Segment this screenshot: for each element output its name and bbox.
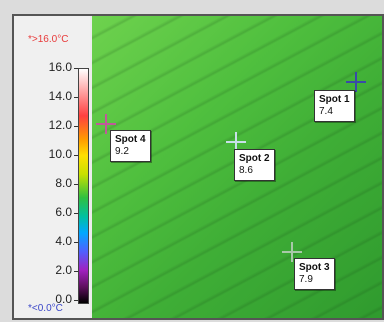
thermal-image: Spot 1 7.4 Spot 2 8.6 Spot 3 7.9 Spot 4 …	[92, 16, 382, 318]
scale-tick-mark	[74, 213, 78, 214]
scale-tick-mark	[74, 68, 78, 69]
spot-3-label: Spot 3 7.9	[294, 258, 335, 290]
scale-tick-label: 12.0	[48, 118, 72, 132]
temperature-colorbar	[78, 68, 89, 304]
spot-3-value: 7.9	[299, 274, 313, 285]
spot-4-name: Spot 4	[115, 134, 146, 145]
spot-1-label: Spot 1 7.4	[314, 90, 355, 122]
scale-tick-label: 16.0	[48, 60, 72, 74]
temperature-scale-panel: *>16.0°C 16.0 14.0 12.0 10.0 8.0 6.0 4.0…	[14, 16, 90, 318]
spot-1-name: Spot 1	[319, 94, 350, 105]
scale-tick-label: 4.0	[55, 234, 72, 248]
scale-tick-label: 6.0	[55, 205, 72, 219]
spot-2-value: 8.6	[239, 165, 253, 176]
spot-1-value: 7.4	[319, 106, 333, 117]
scale-min-label: *<0.0°C	[28, 303, 63, 314]
scale-tick-mark	[74, 184, 78, 185]
spot-2-label: Spot 2 8.6	[234, 149, 275, 181]
scale-tick-label: 2.0	[55, 263, 72, 277]
scale-tick-label: 14.0	[48, 89, 72, 103]
scale-tick-label: 0.0	[55, 292, 72, 306]
scale-tick-mark	[74, 300, 78, 301]
scale-tick-mark	[74, 242, 78, 243]
scale-tick-mark	[74, 97, 78, 98]
spot-4-value: 9.2	[115, 146, 129, 157]
spot-2-crosshair-icon[interactable]	[226, 132, 246, 152]
spot-4-label: Spot 4 9.2	[110, 130, 151, 162]
scale-max-label: *>16.0°C	[28, 34, 69, 45]
spot-4-crosshair-icon[interactable]	[96, 114, 116, 134]
scale-tick-mark	[74, 126, 78, 127]
scale-tick-label: 10.0	[48, 147, 72, 161]
scale-tick-label: 8.0	[55, 176, 72, 190]
spot-2-name: Spot 2	[239, 153, 270, 164]
spot-1-crosshair-icon[interactable]	[346, 72, 366, 92]
spot-3-name: Spot 3	[299, 262, 330, 273]
scale-tick-mark	[74, 271, 78, 272]
spot-3-crosshair-icon[interactable]	[282, 242, 302, 262]
thermal-view: *>16.0°C 16.0 14.0 12.0 10.0 8.0 6.0 4.0…	[12, 14, 384, 320]
scale-tick-mark	[74, 155, 78, 156]
